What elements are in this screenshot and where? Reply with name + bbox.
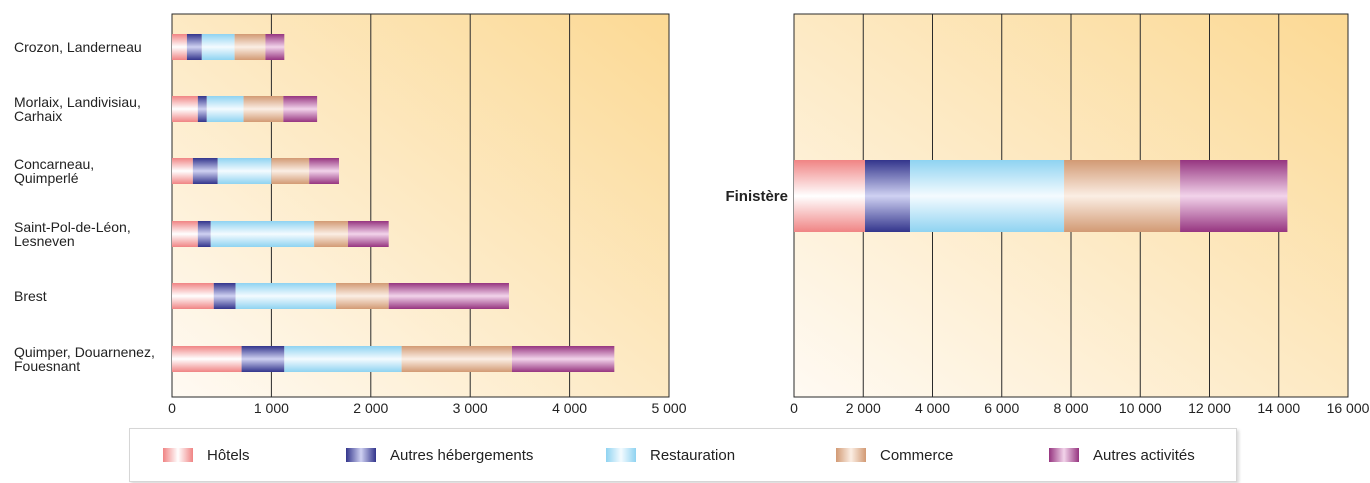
category-label: Saint-Pol-de-Léon, — [14, 219, 131, 235]
legend-label-commerce: Commerce — [880, 446, 954, 464]
bar-autres-hebergements-brest — [213, 283, 236, 309]
legend-label-autres-activites: Autres activités — [1093, 446, 1195, 464]
bar-autres-activites-crozon-landerneau — [265, 34, 285, 60]
x-tick-label: 6 000 — [984, 400, 1019, 416]
category-label: Morlaix, Landivisiau, — [14, 94, 141, 110]
legend-swatch-commerce — [836, 448, 866, 462]
bar-autres-hebergements-finistere — [864, 160, 910, 232]
x-tick-label: 1 000 — [254, 400, 289, 416]
bar-autres-hebergements-morlaix-landivisiau-carhaix — [197, 96, 207, 122]
bar-autres-hebergements-concarneau-quimperle — [192, 158, 218, 184]
legend-item-hotels: Hôtels — [163, 429, 250, 481]
bar-commerce-quimper-douarnenez-fouesnant — [401, 346, 512, 372]
category-label: Quimperlé — [14, 170, 79, 186]
bar-autres-activites-morlaix-landivisiau-carhaix — [283, 96, 318, 122]
bar-autres-activites-brest — [388, 283, 509, 309]
bar-commerce-morlaix-landivisiau-carhaix — [243, 96, 284, 122]
bar-restauration-concarneau-quimperle — [217, 158, 272, 184]
bar-hotels-finistere — [794, 160, 865, 232]
chart-zones: 0 1 000 2 000 3 000 4 000 5 000 Crozon, Lander… — [14, 13, 687, 416]
legend-label-autres-hebergements: Autres hébergements — [390, 446, 534, 464]
x-tick-label: 0 — [168, 400, 176, 416]
bar-commerce-finistere — [1064, 160, 1181, 232]
category-label: Quimper, Douarnenez, — [14, 344, 155, 360]
bar-hotels-brest — [172, 283, 214, 309]
bar-autres-hebergements-quimper-douarnenez-fouesnant — [241, 346, 285, 372]
legend-swatch-hotels — [163, 448, 193, 462]
bar-restauration-finistere — [909, 160, 1065, 232]
category-label: Concarneau, — [14, 156, 94, 172]
category-label: Finistère — [725, 188, 788, 205]
bar-hotels-crozon-landerneau — [172, 34, 187, 60]
legend-item-commerce: Commerce — [836, 429, 953, 481]
x-tick-label: 4 000 — [915, 400, 950, 416]
x-tick-label: 16 000 — [1327, 400, 1370, 416]
x-tick-label: 5 000 — [651, 400, 686, 416]
bar-commerce-crozon-landerneau — [234, 34, 266, 60]
category-label: Brest — [14, 288, 47, 304]
x-tick-label: 3 000 — [453, 400, 488, 416]
bar-restauration-quimper-douarnenez-fouesnant — [284, 346, 402, 372]
legend-swatch-restauration — [606, 448, 636, 462]
plot-area-zones — [171, 13, 670, 398]
x-tick-label: 8 000 — [1053, 400, 1088, 416]
category-label: Crozon, Landerneau — [14, 39, 142, 55]
bar-restauration-crozon-landerneau — [201, 34, 235, 60]
legend-swatch-autres-activites — [1049, 448, 1079, 462]
bar-autres-hebergements-crozon-landerneau — [186, 34, 202, 60]
bar-autres-activites-saint-pol-de-leon-lesneven — [347, 221, 389, 247]
x-tick-label: 4 000 — [552, 400, 587, 416]
bar-hotels-quimper-douarnenez-fouesnant — [172, 346, 242, 372]
x-tick-label: 2 000 — [353, 400, 388, 416]
bar-hotels-saint-pol-de-leon-lesneven — [172, 221, 198, 247]
legend-label-hotels: Hôtels — [207, 446, 250, 464]
x-tick-label: 10 000 — [1119, 400, 1162, 416]
x-tick-label: 12 000 — [1188, 400, 1231, 416]
bar-autres-activites-concarneau-quimperle — [309, 158, 339, 184]
bar-hotels-concarneau-quimperle — [172, 158, 193, 184]
bar-restauration-morlaix-landivisiau-carhaix — [206, 96, 244, 122]
bar-commerce-concarneau-quimperle — [271, 158, 310, 184]
legend-item-autres-activites: Autres activités — [1049, 429, 1195, 481]
x-tick-label: 0 — [790, 400, 798, 416]
bar-commerce-brest — [336, 283, 389, 309]
bar-restauration-brest — [235, 283, 337, 309]
bar-autres-activites-quimper-douarnenez-fouesnant — [511, 346, 615, 372]
bar-autres-hebergements-saint-pol-de-leon-lesneven — [197, 221, 211, 247]
bar-autres-activites-finistere — [1180, 160, 1288, 232]
category-label: Fouesnant — [14, 358, 80, 374]
x-tick-label: 2 000 — [846, 400, 881, 416]
chart-finistere: 0 2 000 4 000 6 000 8 000 10 000 12 000 14 000 1… — [725, 13, 1370, 416]
bar-commerce-saint-pol-de-leon-lesneven — [314, 221, 348, 247]
legend-item-autres-hebergements: Autres hébergements — [346, 429, 533, 481]
legend-swatch-autres-hebergements — [346, 448, 376, 462]
bar-hotels-morlaix-landivisiau-carhaix — [172, 96, 198, 122]
legend: Hôtels Autres hébergements Restauration … — [129, 428, 1237, 482]
x-tick-label: 14 000 — [1257, 400, 1300, 416]
category-label: Lesneven — [14, 233, 75, 249]
category-label: Carhaix — [14, 108, 62, 124]
bar-restauration-saint-pol-de-leon-lesneven — [210, 221, 315, 247]
legend-label-restauration: Restauration — [650, 446, 736, 464]
legend-item-restauration: Restauration — [606, 429, 735, 481]
